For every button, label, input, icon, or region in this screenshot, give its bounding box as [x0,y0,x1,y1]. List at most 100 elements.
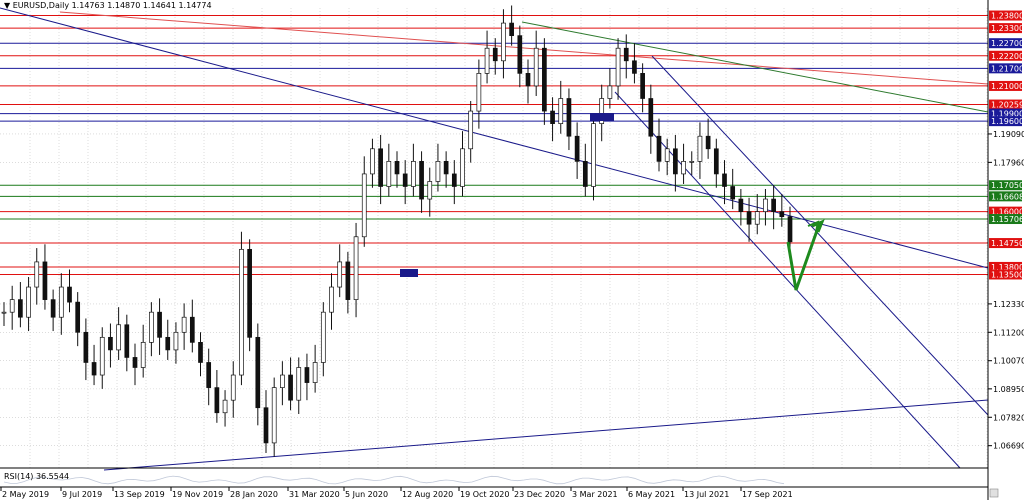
price-tag [989,261,1022,272]
trendline-green [521,21,989,113]
candle-body [754,211,760,225]
price-tag [989,191,1022,202]
candle-body [296,367,302,401]
candle-body [542,47,547,112]
channel-lower [614,91,961,469]
x-tick-label: 2 May 2019 [2,490,49,499]
x-tick-label: 13 Sep 2019 [114,490,165,499]
scroll-right-icon[interactable] [989,488,999,498]
price-tag [989,206,1022,217]
x-tick-label: 12 Aug 2020 [402,490,453,499]
candle-body [730,186,736,200]
price-tag-label: 1.14750 [991,239,1024,248]
price-tag [989,180,1022,191]
price-tag-label: 1.15706 [991,215,1024,224]
trendline-red [59,11,989,85]
price-tag-label: 1.21000 [991,82,1024,91]
x-tick-label: 6 May 2021 [628,490,675,499]
candle-body [198,342,203,363]
candle-body [517,35,523,74]
x-tick-label: 28 Jan 2020 [230,490,278,499]
candle-body [722,173,727,187]
candle-body [664,148,670,162]
candle-body [607,85,613,99]
candle-body [591,123,596,187]
y-tick-label: 1.08950 [993,385,1024,394]
y-tick-label: 1.06690 [993,442,1024,451]
candle-body [239,248,244,376]
candle-body [75,301,81,333]
price-tag [989,214,1022,225]
candle-body [468,110,474,150]
candle-body [312,362,318,383]
candle-body [746,211,752,225]
candle-body [697,135,703,162]
dropdown-icon[interactable]: ▼ [4,1,11,10]
candle-body [42,261,48,300]
x-tick-label: 17 Sep 2021 [742,490,793,499]
rsi-label: RSI(14) 36.5544 [4,472,70,481]
price-tag [989,99,1022,110]
candle-body [304,367,310,383]
candle-body [574,135,580,162]
candle-body [402,173,408,187]
price-tag [989,80,1022,91]
y-tick-label: 1.17960 [993,158,1024,167]
candle-body [779,211,785,218]
price-tag-label: 1.16000 [991,208,1024,217]
candle-body [550,110,555,124]
candle-body [738,198,744,212]
x-tick-label: 23 Dec 2020 [514,490,565,499]
price-tag-label: 1.21700 [991,64,1024,73]
candle-body [165,336,171,351]
candle-body [623,47,629,62]
candle-body [673,148,678,175]
candle-body [329,286,334,313]
x-tick-label: 19 Nov 2019 [172,490,223,499]
candle-body [173,331,179,351]
candle-body [1,311,7,314]
price-tag [989,238,1022,249]
zone-box [590,113,614,121]
candle-body [67,286,72,303]
candle-body [214,387,220,414]
candle-body [451,173,457,187]
x-tick-label: 31 Mar 2020 [289,490,340,499]
x-tick-label: 9 Jul 2019 [62,490,102,499]
candle-body [149,311,154,343]
candle-body [558,98,564,124]
candle-body [58,286,64,318]
candle-body [615,47,621,87]
candle-body [566,98,572,137]
candle-body [108,336,113,351]
symbol-header: ▼ EURUSD,Daily 1.14763 1.14870 1.14641 1… [4,1,212,10]
price-tag-label: 1.13500 [991,270,1024,279]
candle-body [713,148,719,175]
candle-body [132,357,138,368]
candle-body [116,324,121,351]
price-tag [989,63,1022,74]
candle-body [460,148,465,187]
candle-body [83,331,89,363]
candle-body [26,286,31,318]
candle-body [484,47,490,74]
candle-body [582,161,588,187]
candle-body [435,161,441,182]
arrow-head [811,219,825,233]
candle-body [345,261,351,300]
price-tag-label: 1.19600 [991,117,1024,126]
candle-body [705,135,711,150]
candle-body [50,299,56,318]
candle-body [288,374,293,401]
candle-body [361,173,367,238]
candle-body [640,73,645,99]
candle-body [476,73,482,112]
candle-body [320,311,326,363]
arrow-head [807,220,820,233]
candle-body [140,342,146,368]
candle-body [648,98,654,137]
candle-body [247,248,252,338]
price-tag [989,23,1022,34]
candle-body [599,98,605,124]
